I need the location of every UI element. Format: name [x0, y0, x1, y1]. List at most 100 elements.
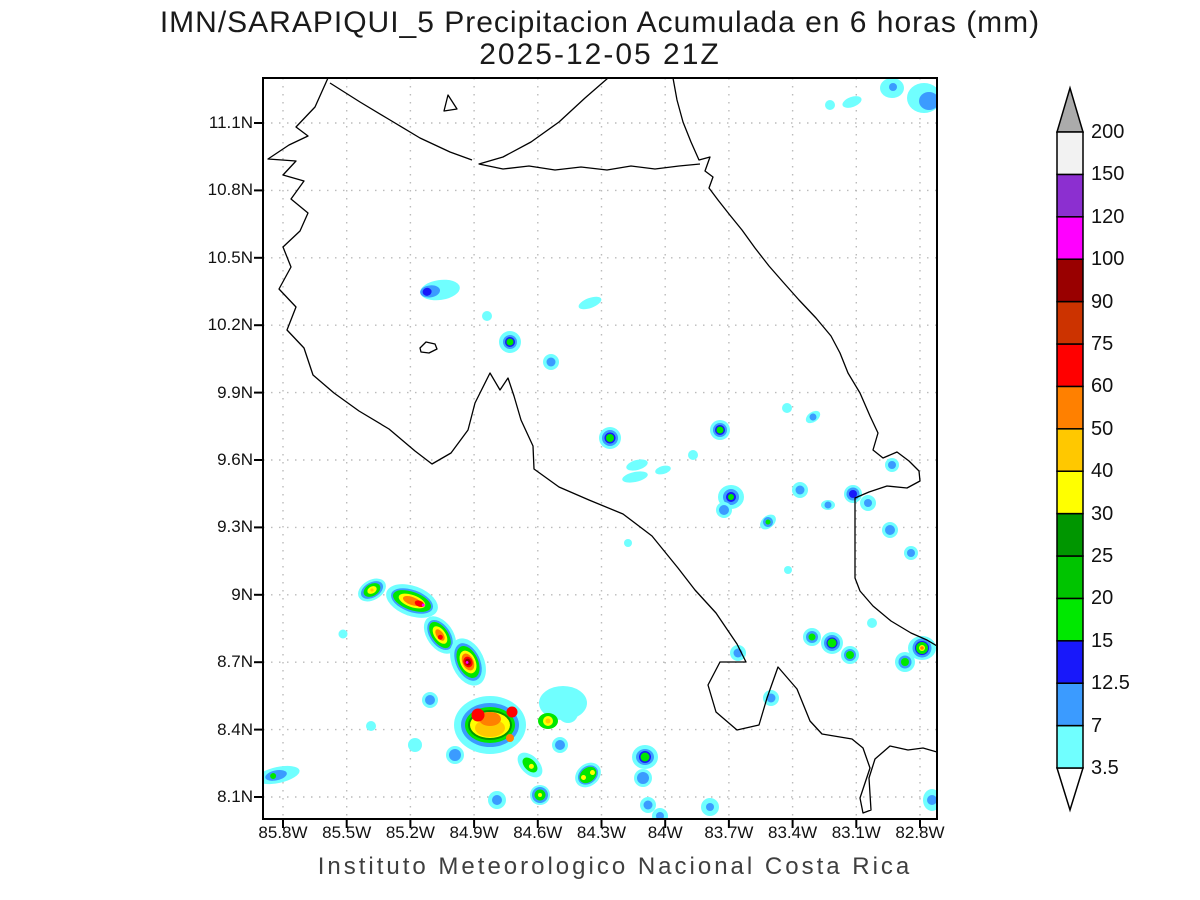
colorbar-label-25: 25	[1091, 545, 1114, 567]
colorbar-label-100: 100	[1091, 248, 1125, 271]
grid	[263, 78, 937, 819]
precip-contour	[479, 712, 501, 726]
lat-label-9.3N: 9.3N	[217, 517, 253, 537]
colorbar-segment-150	[1056, 131, 1084, 176]
precip-cell	[760, 514, 776, 530]
lat-label-8.7N: 8.7N	[217, 652, 253, 672]
precip-cell	[782, 403, 792, 413]
precip-cell	[578, 296, 602, 310]
precip-cell	[710, 420, 730, 440]
precip-contour	[465, 661, 469, 664]
precip-cell	[499, 331, 521, 353]
chart-subtitle-datetime: 2025-12-05 21Z	[479, 38, 721, 71]
footer-attribution: Instituto Meteorologico Nacional Costa R…	[317, 853, 913, 880]
precip-cell	[655, 465, 671, 475]
lon-label-84.6W: 84.6W	[513, 823, 563, 842]
colorbar-label-60: 60	[1091, 375, 1114, 398]
precip-contour	[920, 646, 924, 650]
colorbar-segment-3.5	[1056, 724, 1084, 769]
precip-contour	[546, 357, 556, 367]
precip-contour	[366, 721, 376, 731]
precip-contour	[425, 695, 435, 705]
precip-contour	[889, 83, 897, 91]
precip-contour	[506, 734, 514, 742]
colorbar-segment-30	[1056, 470, 1084, 515]
precip-cell	[895, 652, 915, 672]
colorbar-segment-12.5	[1056, 640, 1084, 684]
colorbar-label-40: 40	[1091, 460, 1114, 483]
precip-cell	[626, 459, 648, 471]
lat-label-10.2N: 10.2N	[207, 315, 253, 335]
precip-cell	[386, 584, 438, 618]
precip-cell	[640, 797, 656, 813]
precip-cell	[358, 578, 386, 602]
precip-cell	[908, 636, 936, 660]
precip-cell	[923, 789, 937, 811]
precip-contour	[927, 795, 937, 805]
precip-contour	[688, 450, 698, 460]
colorbar-label-12.5: 12.5	[1091, 672, 1130, 695]
precip-cell	[530, 785, 550, 805]
precip-cell	[517, 752, 543, 778]
precip-contour	[885, 525, 895, 535]
colorbar-arrow-top	[1055, 85, 1085, 133]
precip-contour	[637, 772, 649, 784]
precip-cell	[543, 354, 559, 370]
precip-contour	[825, 100, 835, 110]
colorbar-segment-7	[1056, 682, 1084, 727]
precip-contour	[846, 651, 854, 659]
colorbar-label-30: 30	[1091, 502, 1114, 525]
precip-contour	[765, 519, 771, 525]
precip-cell	[882, 522, 898, 538]
lon-label-83.7W: 83.7W	[704, 823, 754, 842]
precip-cell	[263, 765, 300, 785]
lat-label-8.1N: 8.1N	[217, 787, 253, 806]
precip-contour	[782, 403, 792, 413]
precip-contour	[471, 708, 485, 722]
precip-contour	[824, 501, 832, 509]
precip-contour	[624, 539, 632, 547]
colorbar-label-20: 20	[1091, 587, 1114, 610]
precip-cell	[539, 686, 587, 720]
precip-cell	[450, 638, 486, 686]
lon-label-84.9W: 84.9W	[449, 823, 499, 842]
lon-label-83.1W: 83.1W	[831, 823, 881, 842]
precip-cell	[423, 616, 457, 654]
precip-cell	[454, 696, 526, 754]
precip-cell	[821, 500, 835, 510]
coastline	[329, 82, 473, 161]
precip-contour	[640, 752, 650, 762]
precip-contour	[907, 549, 915, 557]
precip-contour	[449, 749, 461, 761]
precip-cell	[792, 482, 808, 498]
precip-contour	[655, 465, 671, 475]
colorbar-label-200: 200	[1091, 121, 1125, 143]
precip-cell	[622, 471, 648, 483]
precip-contour	[506, 338, 514, 346]
inland-lake	[419, 341, 438, 354]
precip-cell	[841, 646, 859, 664]
colorbar-label-7: 7	[1091, 714, 1103, 737]
precip-cell	[907, 83, 937, 113]
precip-cell	[338, 629, 348, 639]
colorbar-label-150: 150	[1091, 163, 1125, 186]
lon-label-82.8W: 82.8W	[895, 823, 945, 842]
colorbar-label-15: 15	[1091, 629, 1114, 652]
lat-label-10.8N: 10.8N	[207, 180, 253, 200]
precip-cell	[803, 628, 821, 646]
lon-label-85.8W: 85.8W	[258, 823, 308, 842]
precip-contour	[408, 738, 422, 752]
precip-contour	[528, 763, 534, 769]
colorbar-segment-90	[1056, 258, 1084, 303]
precip-cell	[634, 769, 652, 787]
lon-label-85.5W: 85.5W	[322, 823, 372, 842]
coastline	[267, 78, 937, 814]
colorbar-segment-120	[1056, 173, 1084, 218]
precip-contour	[849, 490, 857, 498]
precip-cell	[867, 618, 877, 628]
precip-contour	[270, 773, 277, 780]
precip-cell	[488, 791, 506, 809]
precip-contour	[545, 718, 551, 724]
colorbar-segment-50	[1056, 385, 1084, 430]
precip-cell	[408, 738, 422, 752]
